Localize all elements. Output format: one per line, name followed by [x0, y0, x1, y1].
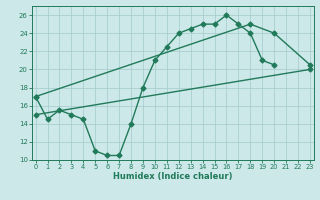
X-axis label: Humidex (Indice chaleur): Humidex (Indice chaleur) [113, 172, 233, 181]
